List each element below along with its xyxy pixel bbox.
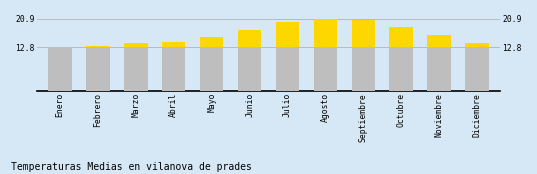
Bar [238, 30, 262, 92]
Text: 13.2: 13.2 [95, 65, 101, 83]
Text: Temperaturas Medias en vilanova de prades: Temperaturas Medias en vilanova de prade… [11, 162, 252, 172]
Bar [389, 47, 413, 92]
Text: 16.3: 16.3 [436, 61, 442, 79]
Text: 14.0: 14.0 [474, 64, 480, 82]
Bar [389, 27, 413, 92]
Text: 20.5: 20.5 [360, 56, 366, 73]
Bar [465, 43, 489, 92]
Bar [48, 47, 72, 92]
Bar [48, 47, 72, 92]
Bar [86, 47, 110, 92]
Bar [200, 47, 223, 92]
Text: 20.9: 20.9 [322, 55, 328, 73]
Text: 14.4: 14.4 [171, 64, 177, 81]
Bar [314, 47, 337, 92]
Bar [200, 37, 223, 92]
Bar [162, 42, 185, 92]
Bar [275, 22, 299, 92]
Bar [124, 47, 148, 92]
Text: 17.6: 17.6 [246, 60, 252, 77]
Bar [124, 43, 148, 92]
Bar [314, 19, 337, 92]
Text: 12.8: 12.8 [57, 66, 63, 83]
Bar [238, 47, 262, 92]
Bar [352, 20, 375, 92]
Bar [465, 47, 489, 92]
Text: 15.7: 15.7 [209, 62, 215, 80]
Text: 18.5: 18.5 [398, 58, 404, 76]
Bar [86, 46, 110, 92]
Bar [275, 47, 299, 92]
Text: 14.0: 14.0 [133, 64, 139, 82]
Bar [427, 35, 451, 92]
Bar [427, 47, 451, 92]
Bar [162, 47, 185, 92]
Bar [352, 47, 375, 92]
Text: 20.0: 20.0 [285, 56, 291, 74]
